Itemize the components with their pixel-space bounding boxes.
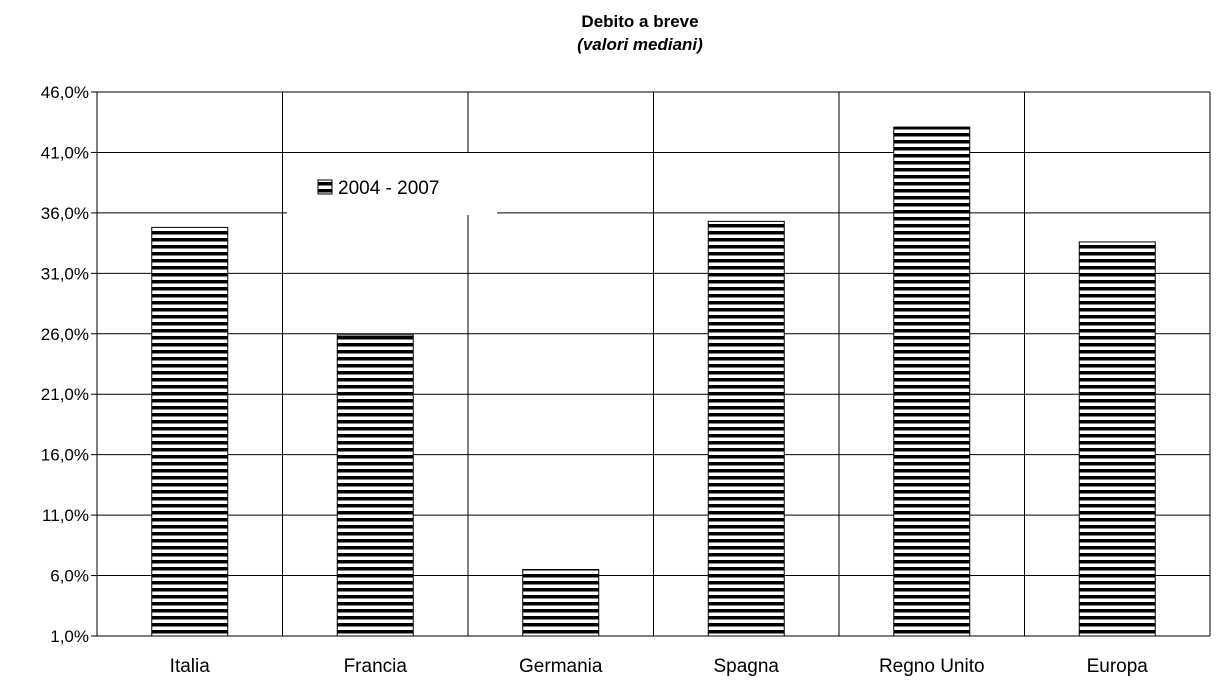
bar-spagna xyxy=(707,220,785,637)
y-tick-label: 46,0% xyxy=(41,83,89,102)
legend-entry-label: 2004 - 2007 xyxy=(338,178,439,199)
legend: 2004 - 2007 xyxy=(287,153,497,215)
y-tick-label: 1,0% xyxy=(50,627,89,646)
bar-italia xyxy=(151,226,229,637)
x-category-label: Regno Unito xyxy=(879,656,985,677)
bars xyxy=(151,126,1156,637)
x-category-label: Spagna xyxy=(713,656,779,677)
x-category-label: Germania xyxy=(519,656,603,677)
y-tick-label: 41,0% xyxy=(41,143,89,162)
bar-regno-unito xyxy=(893,126,971,637)
chart-title: Debito a breve xyxy=(581,12,698,31)
x-category-label: Francia xyxy=(344,656,408,677)
x-category-label: Italia xyxy=(170,656,211,677)
chart-subtitle: (valori mediani) xyxy=(577,35,703,54)
y-tick-label: 16,0% xyxy=(41,446,89,465)
gridlines xyxy=(91,91,1211,637)
y-tick-label: 11,0% xyxy=(42,506,89,525)
x-axis-categories: Italia Francia Germania Spagna Regno Unito Eu… xyxy=(170,656,1149,677)
y-axis-ticks: 1,0% 6,0% 11,0% 16,0% 21,0% 26,0% 31,0% 36,0% 41… xyxy=(41,83,89,646)
bar-francia xyxy=(336,334,414,637)
x-category-label: Europa xyxy=(1087,656,1149,677)
bar-europa xyxy=(1078,241,1156,637)
y-tick-label: 36,0% xyxy=(41,204,89,223)
legend-swatch xyxy=(317,179,333,195)
y-tick-label: 26,0% xyxy=(41,325,89,344)
y-tick-label: 31,0% xyxy=(41,264,89,283)
bar-germania xyxy=(522,569,600,637)
y-tick-label: 21,0% xyxy=(41,385,89,404)
y-tick-label: 6,0% xyxy=(50,567,89,586)
